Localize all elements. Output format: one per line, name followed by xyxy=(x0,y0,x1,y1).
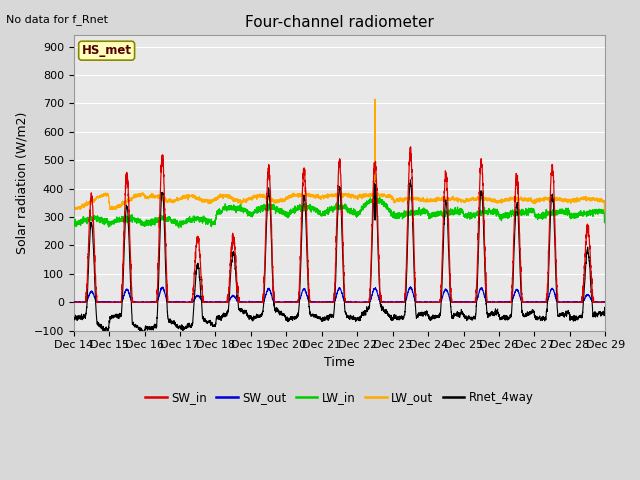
SW_in xyxy=(489,300,497,305)
SW_out xyxy=(407,284,415,290)
LW_out xyxy=(371,96,379,102)
SW_out xyxy=(602,299,609,304)
LW_in xyxy=(602,219,609,225)
SW_out xyxy=(459,300,467,305)
Line: LW_in: LW_in xyxy=(74,197,605,228)
Rnet_4way xyxy=(602,306,609,312)
Rnet_4way xyxy=(601,304,609,310)
Rnet_4way xyxy=(459,310,467,315)
Rnet_4way xyxy=(138,330,146,336)
LW_in xyxy=(165,216,173,221)
SW_out xyxy=(70,300,77,305)
LW_in xyxy=(70,222,77,228)
Line: LW_out: LW_out xyxy=(74,99,605,216)
LW_in xyxy=(459,208,467,214)
Line: SW_in: SW_in xyxy=(74,147,605,302)
SW_in xyxy=(602,300,609,305)
SW_in xyxy=(319,300,327,305)
X-axis label: Time: Time xyxy=(324,356,355,369)
LW_in xyxy=(601,218,609,224)
Line: Rnet_4way: Rnet_4way xyxy=(74,180,605,333)
LW_out xyxy=(601,213,609,219)
SW_out xyxy=(601,299,609,305)
LW_out xyxy=(165,198,173,204)
LW_out xyxy=(70,205,77,211)
LW_in xyxy=(376,194,383,200)
LW_in xyxy=(489,212,497,217)
SW_in xyxy=(601,300,609,305)
LW_in xyxy=(320,211,328,216)
Text: HS_met: HS_met xyxy=(82,44,132,57)
Title: Four-channel radiometer: Four-channel radiometer xyxy=(245,15,434,30)
SW_in xyxy=(459,300,467,305)
Y-axis label: Solar radiation (W/m2): Solar radiation (W/m2) xyxy=(15,112,28,254)
Legend: SW_in, SW_out, LW_in, LW_out, Rnet_4way: SW_in, SW_out, LW_in, LW_out, Rnet_4way xyxy=(141,387,538,409)
Rnet_4way xyxy=(70,315,77,321)
Rnet_4way xyxy=(166,320,173,325)
LW_out xyxy=(429,197,437,203)
SW_out xyxy=(429,300,437,305)
SW_in xyxy=(429,300,437,305)
SW_in xyxy=(407,144,415,150)
Rnet_4way xyxy=(320,315,328,321)
LW_out xyxy=(489,199,497,204)
Rnet_4way xyxy=(489,312,497,317)
LW_in xyxy=(429,213,437,219)
LW_out xyxy=(601,212,609,218)
SW_in xyxy=(165,300,173,305)
Text: No data for f_Rnet: No data for f_Rnet xyxy=(6,14,108,25)
SW_out xyxy=(319,300,327,305)
SW_in xyxy=(70,300,77,305)
SW_out xyxy=(165,299,173,305)
Line: SW_out: SW_out xyxy=(74,287,605,302)
SW_out xyxy=(489,300,497,305)
LW_out xyxy=(459,198,467,204)
Rnet_4way xyxy=(429,314,437,320)
LW_out xyxy=(602,212,609,217)
LW_out xyxy=(319,194,327,200)
LW_in xyxy=(175,225,182,231)
Rnet_4way xyxy=(406,177,414,183)
